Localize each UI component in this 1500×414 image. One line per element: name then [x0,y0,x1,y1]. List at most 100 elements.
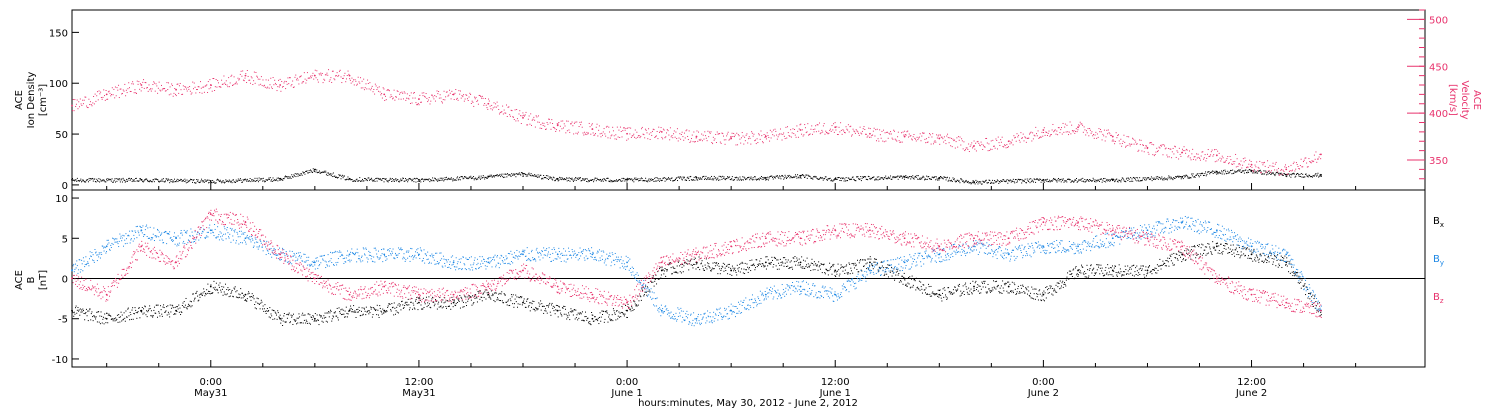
trace-dot [274,318,275,319]
trace-dot [347,316,348,317]
trace-dot [807,178,808,179]
trace-dot [712,268,713,269]
trace-dot [1208,149,1209,150]
trace-dot [1313,161,1314,162]
trace-dot [901,176,902,177]
trace-dot [195,92,196,93]
trace-dot [1109,181,1110,182]
trace-dot [709,179,710,180]
trace-dot [707,178,708,179]
trace-dot [768,259,769,260]
trace-dot [768,179,769,180]
trace-dot [626,182,627,183]
trace-dot [321,315,322,316]
trace-dot [941,300,942,301]
trace-dot [999,142,1000,143]
trace-dot [164,88,165,89]
trace-dot [803,175,804,176]
trace-dot [948,137,949,138]
trace-dot [79,315,80,316]
trace-dot [1071,125,1072,126]
trace-dot [201,179,202,180]
trace-dot [1034,135,1035,136]
trace-dot [920,140,921,141]
trace-dot [1062,180,1063,181]
trace-dot [1300,176,1301,177]
trace-dot [723,271,724,272]
trace-dot [253,80,254,81]
trace-dot [81,309,82,310]
trace-dot [236,180,237,181]
trace-dot [344,175,345,176]
trace-dot [524,116,525,117]
trace-dot [684,133,685,134]
trace-dot [731,275,732,276]
trace-dot [355,79,356,80]
trace-dot [226,289,227,290]
trace-dot [118,314,119,315]
trace-dot [922,177,923,178]
trace-dot [667,129,668,130]
trace-dot [738,179,739,180]
trace-dot [80,99,81,100]
trace-dot [911,176,912,177]
trace-dot [107,178,108,179]
trace-dot [316,320,317,321]
trace-dot [1144,179,1145,180]
trace-dot [85,181,86,182]
trace-dot [252,84,253,85]
trace-dot [995,138,996,139]
trace-dot [620,127,621,128]
trace-dot [873,176,874,177]
trace-dot [1210,154,1211,155]
trace-dot [428,296,429,297]
trace-dot [535,175,536,176]
trace-dot [732,136,733,137]
trace-dot [1093,179,1094,180]
trace-dot [724,139,725,140]
trace-dot [1292,170,1293,171]
trace-dot [136,178,137,179]
trace-dot [227,85,228,86]
trace-dot [1008,146,1009,147]
trace-dot [1090,130,1091,131]
trace-dot [992,180,993,181]
trace-dot [850,268,851,269]
trace-dot [403,178,404,179]
trace-dot [698,267,699,268]
trace-dot [838,134,839,135]
trace-dot [940,289,941,290]
trace-dot [519,110,520,111]
trace-dot [1249,160,1250,161]
trace-dot [145,306,146,307]
trace-dot [179,308,180,309]
trace-dot [540,128,541,129]
trace-dot [842,266,843,267]
trace-dot [923,285,924,286]
trace-dot [1278,168,1279,169]
trace-dot [1057,134,1058,135]
trace-dot [293,177,294,178]
trace-dot [597,178,598,179]
trace-dot [1116,132,1117,133]
trace-dot [393,179,394,180]
trace-dot [1019,140,1020,141]
trace-dot [168,179,169,180]
trace-dot [202,180,203,181]
trace-dot [358,77,359,78]
trace-dot [320,173,321,174]
trace-dot [145,82,146,83]
trace-dot [847,272,848,273]
trace-dot [549,304,550,305]
trace-dot [732,133,733,134]
trace-dot [647,138,648,139]
trace-dot [516,296,517,297]
trace-dot [174,179,175,180]
trace-dot [396,307,397,308]
trace-dot [85,97,86,98]
trace-dot [391,311,392,312]
trace-dot [802,266,803,267]
trace-dot [512,296,513,297]
trace-dot [152,317,153,318]
trace-dot [157,93,158,94]
